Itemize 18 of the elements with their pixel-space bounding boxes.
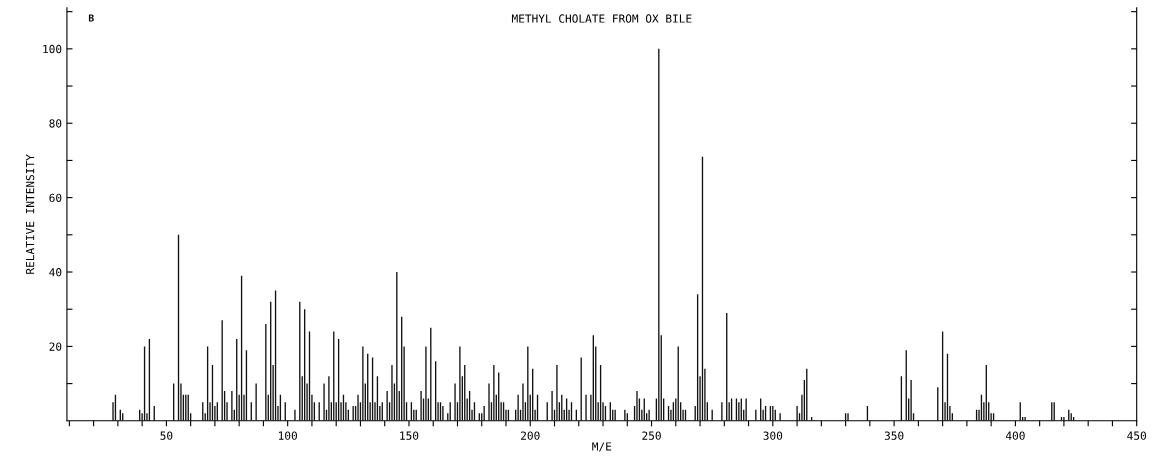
y-tick-label: 20 xyxy=(49,342,62,351)
x-tick-label: 150 xyxy=(400,431,419,440)
x-tick-label: 250 xyxy=(642,431,661,440)
x-axis-title: M/E xyxy=(592,442,612,452)
x-tick-label: 400 xyxy=(1005,431,1025,440)
x-tick-label: 100 xyxy=(278,431,297,440)
x-tick-label: 450 xyxy=(1127,431,1146,440)
y-tick-label: 60 xyxy=(49,193,62,203)
y-tick-label: 100 xyxy=(43,44,62,54)
x-tick-label: 350 xyxy=(884,431,904,440)
annotation: B xyxy=(88,14,94,22)
y-axis-title: RELATIVE INTENSITY xyxy=(25,154,35,274)
x-tick-label: 300 xyxy=(763,431,783,440)
x-tick-label: 50 xyxy=(160,431,173,440)
x-tick-label: 200 xyxy=(521,431,540,440)
chart-title: METHYL CHOLATE FROM OX BILE xyxy=(511,14,692,23)
y-tick-label: 80 xyxy=(49,119,62,128)
y-tick-label: 40 xyxy=(49,268,62,277)
